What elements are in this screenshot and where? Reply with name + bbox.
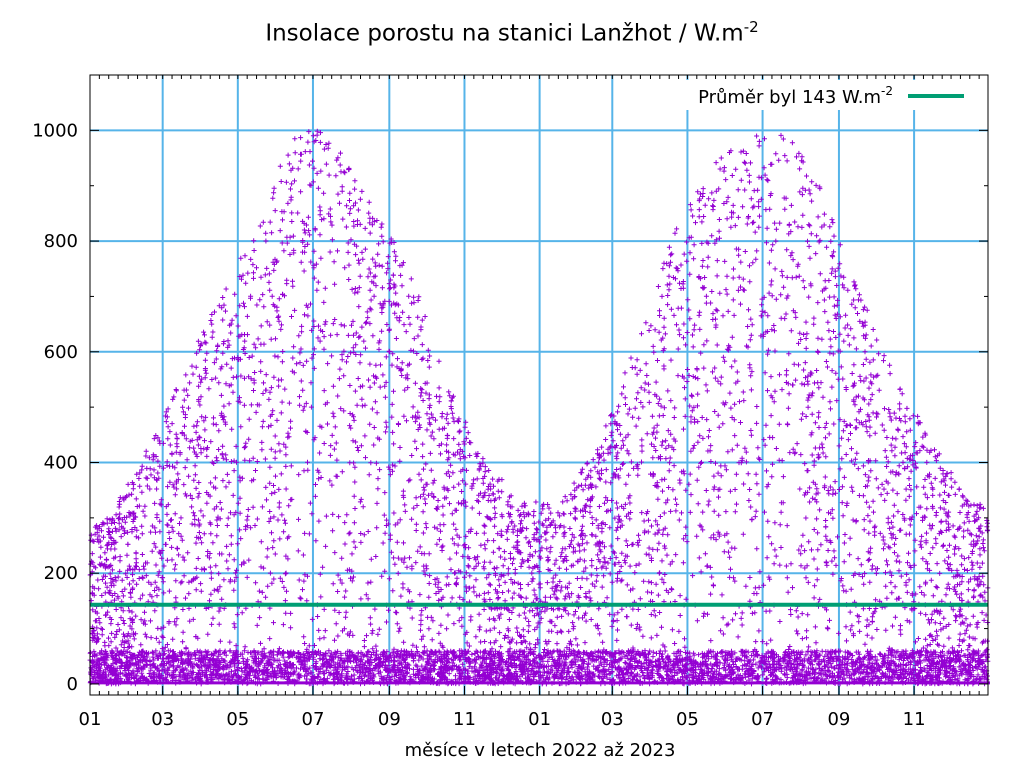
x-tick-label: 01 — [528, 709, 551, 730]
y-tick-label: 400 — [44, 453, 78, 474]
x-tick-label: 07 — [302, 709, 325, 730]
x-tick-label: 11 — [903, 709, 926, 730]
x-tick-label: 03 — [151, 709, 174, 730]
x-tick-label: 09 — [827, 709, 850, 730]
y-tick-label: 800 — [44, 231, 78, 252]
x-tick-label: 05 — [676, 709, 699, 730]
plot-frame — [89, 74, 989, 696]
y-tick-label: 0 — [67, 674, 78, 695]
y-tick-label: 200 — [44, 563, 78, 584]
legend: Průměr byl 143 W.m-2 — [680, 80, 980, 110]
x-tick-label: 01 — [79, 709, 102, 730]
x-tick-label: 05 — [226, 709, 249, 730]
chart-title: Insolace porostu na stanici Lanžhot / W.… — [265, 18, 759, 47]
y-tick-label: 600 — [44, 342, 78, 363]
data-points — [87, 128, 991, 687]
x-tick-label: 03 — [601, 709, 624, 730]
x-axis-label: měsíce v letech 2022 až 2023 — [404, 740, 676, 761]
x-tick-label: 07 — [751, 709, 774, 730]
x-tick-label: 09 — [378, 709, 401, 730]
legend-label: Průměr byl 143 W.m-2 — [698, 84, 893, 108]
plot-border — [89, 74, 989, 696]
scatter-points — [87, 128, 991, 687]
y-tick-label: 1000 — [32, 120, 78, 141]
axis-ticks: 01 03 05 07 09 11 01 03 05 07 09 11 0 200 400 600 800 100… — [32, 74, 988, 730]
grid — [90, 75, 988, 695]
x-tick-label: 11 — [453, 709, 476, 730]
